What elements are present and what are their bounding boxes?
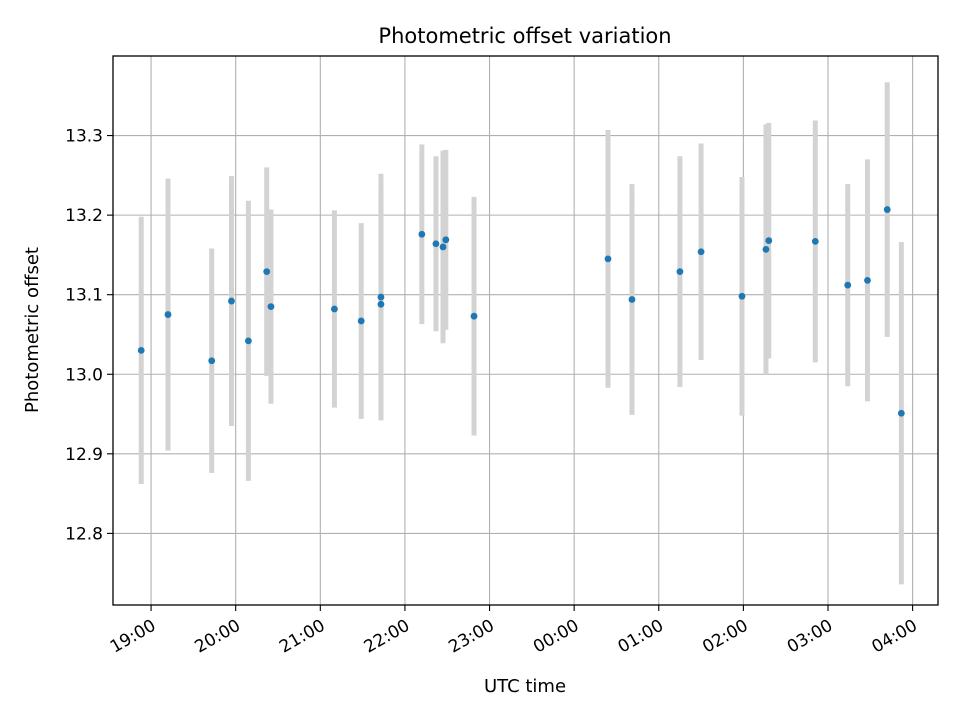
x-tick-label: 04:00 [868, 616, 920, 658]
chart-title: Photometric offset variation [378, 24, 671, 48]
data-point [164, 311, 172, 318]
data-point [377, 293, 385, 301]
data-point [844, 281, 852, 289]
x-axis-title: UTC time [484, 676, 566, 697]
data-point [208, 357, 216, 365]
y-axis-ticks: 12.8 12.9 13.0 13.1 13.2 13.3 [65, 127, 113, 544]
data-point [267, 303, 275, 311]
x-tick-label: 20:00 [192, 616, 244, 658]
data-point [432, 240, 440, 248]
data-point [228, 297, 235, 305]
data-point [377, 300, 385, 308]
x-tick-label: 23:00 [445, 616, 497, 658]
data-point [897, 409, 905, 417]
x-tick-label: 21:00 [276, 616, 328, 658]
x-tick-label: 02:00 [699, 616, 751, 658]
data-points [137, 206, 905, 417]
data-point [263, 268, 271, 276]
data-point [864, 276, 871, 284]
data-point [244, 337, 252, 345]
data-point [738, 292, 746, 300]
data-point [676, 268, 684, 276]
data-point [357, 317, 365, 325]
data-point [811, 237, 819, 245]
x-tick-label: 22:00 [361, 616, 413, 658]
x-tick-label: 03:00 [784, 616, 836, 658]
y-tick-label: 12.8 [65, 524, 103, 544]
data-point [762, 245, 770, 253]
y-tick-label: 13.3 [65, 127, 103, 147]
error-bars [138, 82, 904, 585]
y-axis-title: Photometric offset [22, 247, 43, 413]
data-point [470, 312, 478, 320]
data-point [331, 305, 338, 313]
data-point [604, 255, 612, 263]
y-tick-label: 12.9 [65, 445, 103, 465]
data-point [697, 248, 705, 256]
x-tick-label: 00:00 [530, 616, 582, 658]
plot-frame [112, 55, 939, 606]
data-point [442, 236, 450, 244]
y-tick-label: 13.1 [65, 286, 103, 306]
x-axis-ticks: 19:00 20:00 21:00 22:00 23:00 00:00 01:00 02:00… [107, 605, 921, 657]
data-point [883, 206, 891, 213]
data-point [765, 237, 773, 244]
x-tick-label: 01:00 [615, 616, 667, 658]
data-point [439, 243, 447, 251]
data-point [418, 230, 426, 238]
data-point [137, 346, 145, 354]
data-point [628, 296, 636, 303]
y-tick-label: 13.0 [65, 365, 103, 385]
x-tick-label: 19:00 [107, 616, 159, 658]
y-tick-label: 13.2 [65, 206, 103, 226]
